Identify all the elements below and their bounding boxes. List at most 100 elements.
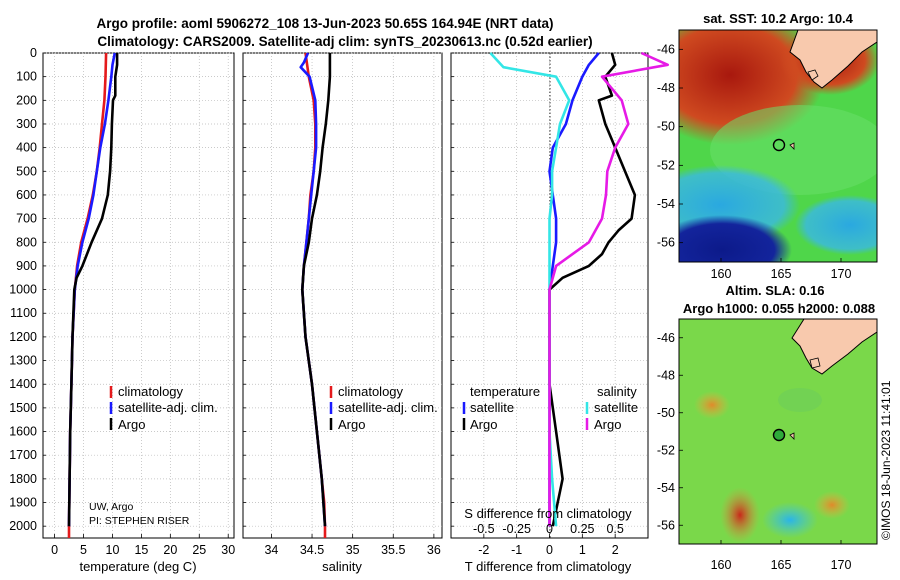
depth-tick-label: 1600 bbox=[9, 425, 37, 439]
map-x-tick-label: 170 bbox=[831, 267, 852, 281]
sla-land-island bbox=[809, 357, 821, 369]
sst-map-panel: sat. SST: 10.2 Argo: 10.4 160 165 170 -46 -4… bbox=[657, 11, 878, 281]
sst-map-title: sat. SST: 10.2 Argo: 10.4 bbox=[703, 11, 854, 26]
depth-tick-label: 1100 bbox=[10, 306, 37, 320]
depth-tick-label: 2000 bbox=[9, 519, 37, 533]
legend-label-sal-argo: Argo bbox=[594, 417, 621, 432]
depth-tick-label: 1300 bbox=[9, 354, 37, 368]
series-line-argo bbox=[67, 53, 119, 527]
difference-x-ticks: -2 -1 0 1 2 bbox=[478, 543, 618, 557]
series-line-salinity-argo bbox=[548, 51, 670, 527]
x-tick-label: 1 bbox=[579, 543, 586, 557]
map-y-tick-label: -46 bbox=[657, 42, 675, 56]
sla-map-subtitle: Argo h1000: 0.055 h2000: 0.088 bbox=[683, 301, 875, 316]
sla-map-title: Altim. SLA: 0.16 bbox=[726, 283, 825, 298]
depth-tick-label: 100 bbox=[16, 70, 37, 84]
depth-tick-label: 700 bbox=[16, 212, 37, 226]
legend-label-argo: Argo bbox=[118, 417, 145, 432]
x-tick-label: 2 bbox=[612, 543, 619, 557]
x-tick-label: -1 bbox=[511, 543, 522, 557]
map-x-tick-label: 160 bbox=[711, 558, 732, 572]
x-tick-label: 0 bbox=[51, 543, 58, 557]
temperature-legend: climatology satellite-adj. clim. Argo bbox=[109, 384, 218, 432]
sla-field bbox=[679, 319, 877, 544]
difference-series bbox=[489, 51, 670, 527]
x-tick-label: 35.5 bbox=[381, 543, 405, 557]
depth-tick-label: 600 bbox=[16, 188, 37, 202]
map-y-tick-label: -56 bbox=[657, 518, 675, 532]
sla-map-frame bbox=[678, 318, 878, 545]
difference-legend: temperature salinity satellite Argo sate… bbox=[462, 384, 638, 432]
x-tick-label: 34.5 bbox=[300, 543, 324, 557]
depth-tick-label: 300 bbox=[16, 117, 37, 131]
figure-title-line2: Climatology: CARS2009. Satellite-adj cli… bbox=[97, 34, 592, 49]
map-y-tick-label: -56 bbox=[657, 236, 675, 250]
legend-header-salinity: salinity bbox=[597, 384, 637, 399]
x-tick-label: 25 bbox=[192, 543, 206, 557]
sst-small-island bbox=[789, 142, 795, 150]
difference-panel: -2 -1 0 1 2 S difference from climatology -0… bbox=[450, 51, 670, 574]
legend-label-satellite: satellite-adj. clim. bbox=[338, 400, 438, 415]
s-difference-tick-label: -0.5 bbox=[473, 522, 495, 536]
depth-tick-label: 800 bbox=[16, 235, 37, 249]
legend-label-temp-satellite: satellite bbox=[470, 400, 514, 415]
map-x-tick-label: 165 bbox=[771, 558, 792, 572]
depth-tick-label: 1400 bbox=[9, 377, 37, 391]
depth-tick-label: 1500 bbox=[9, 401, 37, 415]
sla-high-region-southeast bbox=[814, 491, 850, 519]
imos-watermark: ©IMOS 18-Jun-2023 11:41:01 bbox=[879, 380, 893, 540]
sst-map-ticks: 160 165 170 -46 -48 -50 -52 -54 -56 bbox=[657, 42, 852, 281]
sla-map-panel: Altim. SLA: 0.16 Argo h1000: 0.055 h2000… bbox=[657, 283, 878, 572]
map-y-tick-label: -48 bbox=[657, 368, 675, 382]
depth-tick-label: 400 bbox=[16, 141, 37, 155]
sst-field bbox=[679, 30, 877, 262]
s-difference-tick-label: 0 bbox=[546, 522, 553, 536]
salinity-axes-frame bbox=[242, 52, 443, 539]
sst-land-island bbox=[807, 69, 819, 81]
sla-high-region-south bbox=[720, 487, 760, 543]
depth-tick-label: 200 bbox=[16, 93, 37, 107]
temperature-x-label: temperature (deg C) bbox=[79, 559, 196, 574]
x-tick-label: 34 bbox=[264, 543, 278, 557]
salinity-legend: climatology satellite-adj. clim. Argo bbox=[329, 384, 438, 432]
map-y-tick-label: -52 bbox=[657, 443, 675, 457]
map-y-tick-label: -48 bbox=[657, 81, 675, 95]
credit-pi: PI: STEPHEN RISER bbox=[89, 515, 190, 527]
x-tick-label: 0 bbox=[546, 543, 553, 557]
salinity-grid bbox=[243, 52, 442, 538]
legend-label-climatology: climatology bbox=[118, 384, 184, 399]
sla-high-region-west bbox=[694, 391, 730, 419]
sla-low-region-center bbox=[778, 388, 822, 412]
salinity-series bbox=[299, 52, 332, 538]
series-line-argo bbox=[300, 53, 332, 527]
depth-tick-label: 1700 bbox=[9, 448, 37, 462]
x-tick-label: 10 bbox=[106, 543, 120, 557]
legend-label-satellite: satellite-adj. clim. bbox=[118, 400, 218, 415]
x-tick-label: 20 bbox=[163, 543, 177, 557]
depth-tick-label: 0 bbox=[30, 46, 37, 60]
difference-grid bbox=[451, 52, 648, 538]
legend-label-sal-satellite: satellite bbox=[594, 400, 638, 415]
legend-label-climatology: climatology bbox=[338, 384, 404, 399]
s-difference-label: S difference from climatology bbox=[464, 506, 632, 521]
salinity-x-label: salinity bbox=[322, 559, 362, 574]
x-tick-label: 36 bbox=[427, 543, 441, 557]
legend-header-temperature: temperature bbox=[470, 384, 540, 399]
x-tick-label: 5 bbox=[80, 543, 87, 557]
depth-tick-label: 900 bbox=[16, 259, 37, 273]
map-y-tick-label: -52 bbox=[657, 158, 675, 172]
sla-low-region-south bbox=[762, 502, 818, 538]
map-y-tick-label: -54 bbox=[657, 481, 675, 495]
figure-title-line1: Argo profile: aoml 5906272_108 13-Jun-20… bbox=[97, 16, 554, 31]
x-tick-label: 15 bbox=[134, 543, 148, 557]
t-difference-x-label: T difference from climatology bbox=[465, 559, 632, 574]
salinity-panel: 34 34.5 35 35.5 36 salinity climatology sate… bbox=[242, 52, 443, 574]
salinity-x-ticks: 34 34.5 35 35.5 36 bbox=[264, 543, 440, 557]
map-x-tick-label: 165 bbox=[771, 267, 792, 281]
map-y-tick-label: -50 bbox=[657, 406, 675, 420]
x-tick-label: 30 bbox=[221, 543, 235, 557]
depth-tick-label: 500 bbox=[16, 164, 37, 178]
depth-tick-label: 1200 bbox=[9, 330, 37, 344]
s-difference-ticks: -0.5 -0.25 0 0.25 0.5 bbox=[473, 522, 624, 536]
